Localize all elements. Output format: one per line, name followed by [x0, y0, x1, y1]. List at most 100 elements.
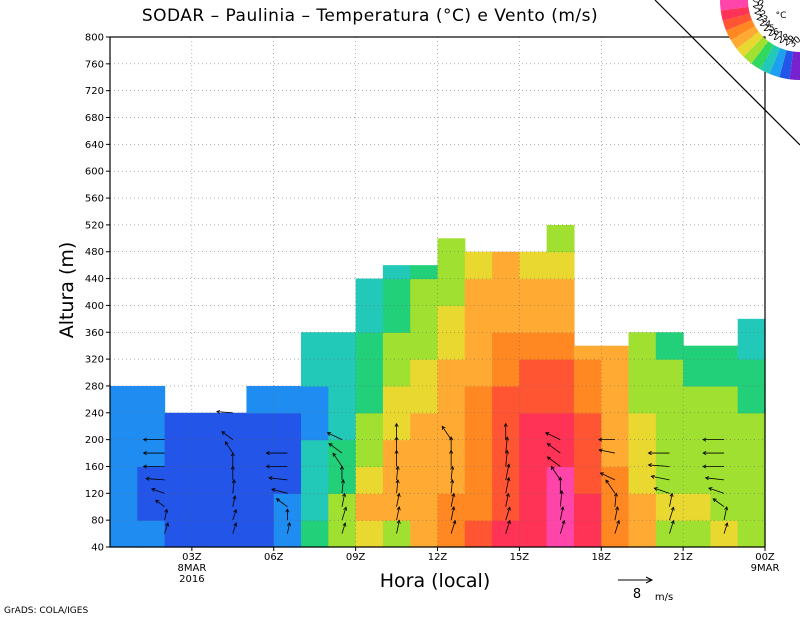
colorbar-diagonal: [654, 0, 800, 146]
temperature-cell: [492, 278, 520, 307]
temperature-cell: [710, 493, 739, 521]
temperature-cell: [464, 251, 493, 280]
temperature-cell: [655, 520, 684, 548]
colorbar-unit: °C: [776, 11, 787, 21]
wind-arrow: [339, 465, 345, 480]
temperature-cell: [737, 359, 766, 387]
wind-arrow: [669, 506, 675, 521]
temperature-cell: [737, 466, 766, 494]
wind-arrow: [702, 437, 725, 442]
x-tick-label: 12Z: [428, 552, 448, 563]
temperature-cell: [437, 493, 466, 521]
temperature-cell: [246, 412, 275, 441]
wind-arrow: [450, 465, 455, 480]
wind-arrow: [599, 472, 616, 481]
temperature-cell: [655, 332, 684, 360]
colorbar-label: 25: [763, 24, 774, 34]
temperature-cell: [519, 305, 548, 333]
y-tick-label: 720: [85, 86, 104, 97]
temperature-cell: [683, 466, 712, 494]
wind-arrow: [268, 476, 288, 481]
wind-arrow: [647, 463, 670, 468]
temperature-cell: [437, 520, 466, 548]
wind-arrow: [559, 506, 565, 521]
temperature-cell: [710, 359, 739, 387]
temperature-cell: [382, 493, 411, 521]
temperature-cell: [301, 493, 329, 521]
y-tick-label: 240: [85, 408, 104, 419]
wind-arrow: [559, 519, 566, 534]
temperature-cell: [601, 439, 630, 468]
temperature-cell: [464, 278, 493, 307]
temperature-cell: [519, 439, 548, 468]
temperature-cell: [382, 265, 411, 280]
temperature-cell: [246, 493, 275, 521]
contour-field: [110, 224, 766, 548]
temperature-cell: [382, 385, 411, 414]
temperature-cell: [164, 520, 193, 548]
temperature-cell: [546, 251, 575, 280]
wind-arrow: [230, 465, 235, 480]
wind-arrow: [271, 488, 288, 494]
y-tick-label: 320: [85, 355, 104, 366]
temperature-cell: [464, 385, 493, 414]
wind-reference-vector: 8 m/s: [618, 576, 673, 603]
colorbar-segment: [769, 48, 787, 78]
temperature-cell: [492, 385, 520, 414]
x-tick-label: 15Z: [510, 552, 530, 563]
colorbar-label: 23: [755, 13, 769, 26]
colorbar-label: 22: [752, 7, 767, 21]
temperature-cell: [601, 520, 630, 548]
temperature-cell: [355, 305, 384, 333]
temperature-cell: [437, 385, 466, 414]
temperature-cell: [519, 466, 548, 494]
temperature-cell: [519, 412, 548, 441]
colorbar-segment: [789, 51, 800, 80]
temperature-cell: [628, 385, 657, 414]
wind-arrow: [164, 508, 169, 521]
temperature-cell: [710, 412, 739, 441]
wind-arrow: [647, 451, 670, 456]
wind-arrow: [449, 449, 454, 467]
y-tick-label: 80: [91, 516, 104, 527]
temperature-cell: [655, 385, 684, 414]
wind-arrow: [232, 508, 238, 521]
x-tick-label: 06Z: [264, 552, 284, 563]
wind-arrow: [505, 436, 510, 454]
temperature-cell: [219, 493, 248, 521]
temperature-cell: [683, 520, 712, 548]
wind-arrow: [505, 449, 510, 467]
colorbar-segment: [751, 41, 774, 70]
y-tick-label: 120: [85, 489, 104, 500]
temperature-cell: [546, 493, 575, 521]
y-tick-label: 560: [85, 194, 104, 205]
temperature-cell: [355, 359, 384, 387]
temperature-cell: [191, 412, 220, 441]
temperature-cell: [710, 385, 739, 414]
x-tick-label: 03Z: [182, 552, 202, 563]
temperature-cell: [546, 332, 575, 360]
temperature-cell: [328, 493, 357, 521]
wind-arrow: [605, 479, 616, 494]
temperature-cell: [355, 466, 384, 494]
temperature-cell: [437, 238, 466, 253]
colorbar-segment: [736, 31, 764, 57]
temperature-cell: [328, 520, 357, 548]
wind-arrow: [232, 522, 238, 534]
wind-arrow: [669, 519, 675, 534]
temperature-cell: [110, 520, 138, 548]
temperature-cell: [464, 359, 493, 387]
wind-arrow: [396, 492, 401, 507]
colorbar-label: 27: [771, 30, 785, 43]
temperature-cell: [110, 439, 138, 468]
temperature-cell: [437, 305, 466, 333]
wind-arrow: [598, 448, 615, 454]
temperature-cell: [546, 224, 575, 253]
temperature-cell: [301, 466, 329, 494]
temperature-cell: [464, 305, 493, 333]
temperature-cell: [492, 305, 520, 333]
temperature-cell: [410, 278, 439, 307]
temperature-cell: [628, 332, 657, 360]
temperature-cell: [437, 332, 466, 360]
wind-arrow: [558, 476, 563, 494]
